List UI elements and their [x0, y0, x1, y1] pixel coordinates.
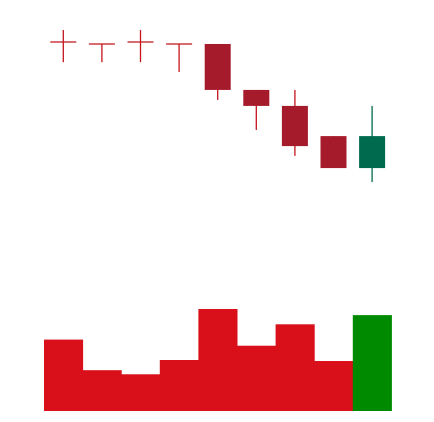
volume-panel [44, 309, 392, 411]
volume-bar [314, 361, 354, 411]
volume-bar [82, 370, 122, 411]
volume-bar [198, 309, 238, 411]
volume-bar [237, 345, 277, 411]
volume-bar [159, 360, 199, 411]
volume-bar [121, 374, 161, 411]
price-panel [50, 29, 386, 183]
volume-bar [275, 324, 315, 411]
volume-bar [44, 339, 84, 411]
candle-body [204, 43, 231, 90]
volume-bar [352, 315, 392, 411]
candle-body [359, 136, 386, 169]
candle-body [281, 105, 308, 147]
candle-body [320, 136, 347, 169]
candle-body [243, 89, 270, 106]
